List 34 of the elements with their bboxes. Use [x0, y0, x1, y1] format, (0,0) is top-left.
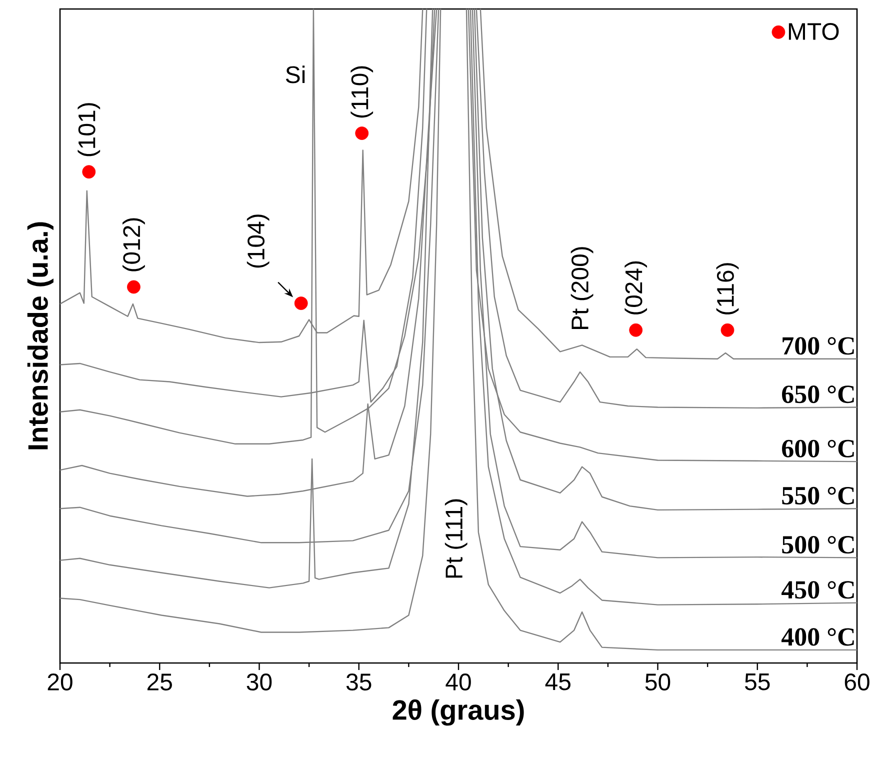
x-tick-label: 55 — [744, 674, 770, 690]
point — [629, 323, 643, 337]
series-label: 450 °C — [781, 581, 854, 599]
annotation: (101) — [78, 103, 100, 156]
y-axis-title: Intensidade (u.a.) — [27, 222, 54, 450]
annotation: Pt (111) — [444, 499, 468, 578]
legend-label: MTO — [788, 23, 839, 40]
point — [294, 296, 308, 310]
x-tick-label: 50 — [645, 674, 670, 691]
annotation: Pt (200) — [570, 247, 594, 329]
annotation: (012) — [122, 218, 145, 272]
annotation: (116) — [716, 263, 739, 314]
x-tick-label: 40 — [446, 674, 471, 691]
series-label: 400 °C — [781, 628, 854, 646]
point — [127, 280, 140, 294]
x-tick-label: 30 — [246, 674, 272, 691]
annotation: Si — [286, 66, 305, 84]
x-tick-label: 25 — [147, 674, 172, 691]
series-label: 500 °C — [782, 536, 854, 554]
series-label: 650 °C — [782, 386, 854, 404]
point — [720, 323, 734, 337]
annotation: (104) — [246, 214, 270, 268]
series-label: 700 °C — [782, 337, 854, 355]
annotation: (024) — [624, 261, 648, 314]
x-tick-label: 35 — [346, 674, 372, 691]
x-tick-label: 20 — [48, 674, 72, 691]
x-axis-title: 2θ (graus) — [392, 699, 524, 726]
annotation: (110) — [350, 66, 374, 118]
x-tick-label: 45 — [545, 674, 570, 690]
point — [82, 165, 96, 179]
series-label: 600 °C — [782, 440, 854, 458]
x-tick-label: 60 — [844, 674, 870, 691]
point — [355, 126, 369, 140]
series-label: 550 °C — [782, 486, 854, 504]
